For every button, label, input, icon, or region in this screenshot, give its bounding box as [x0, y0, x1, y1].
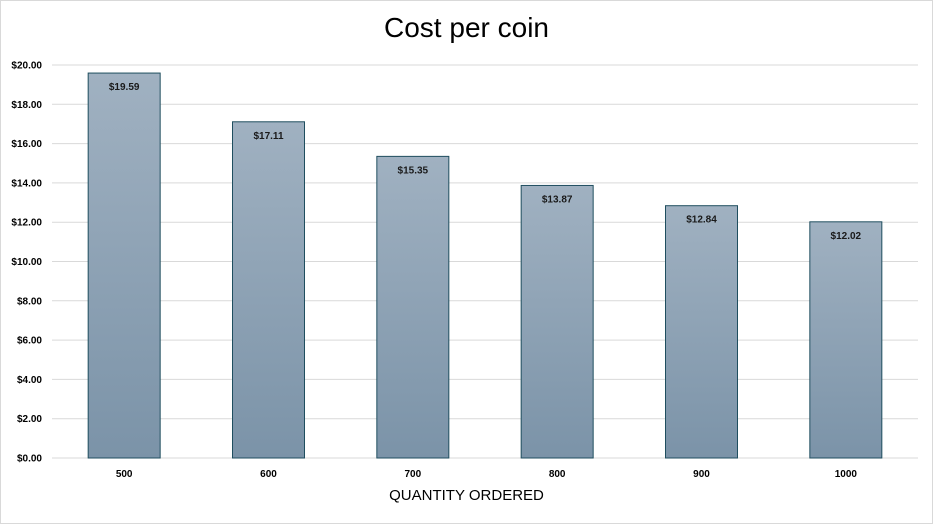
x-tick-label: 600: [260, 469, 277, 480]
data-label: $13.87: [542, 194, 573, 205]
y-tick-label: $14.00: [11, 178, 42, 189]
x-tick-label: 800: [549, 469, 566, 480]
x-tick-label: 1000: [835, 469, 858, 480]
data-label: $19.59: [109, 82, 140, 93]
y-tick-label: $6.00: [17, 336, 42, 347]
bar-600: [232, 121, 305, 459]
y-tick-label: $4.00: [17, 375, 42, 386]
bar-800: [520, 184, 594, 459]
bar-500: [87, 72, 161, 459]
bar-900: [665, 205, 738, 459]
data-label: $17.11: [253, 131, 283, 142]
x-tick-label: 900: [693, 469, 710, 480]
bar-700: [376, 155, 450, 459]
y-tick-label: $20.00: [11, 61, 42, 72]
y-tick-label: $8.00: [17, 296, 42, 307]
data-label: $15.35: [398, 165, 429, 176]
y-tick-label: $18.00: [11, 100, 42, 111]
x-tick-label: 700: [404, 469, 421, 480]
chart-title: Cost per coin: [384, 12, 549, 43]
y-tick-label: $16.00: [11, 139, 42, 150]
labels: $0.00 $2.00 $4.00 $6.00 $8.00 $10.00 $12.00 $14…: [11, 61, 861, 481]
gridlines: [52, 64, 918, 459]
data-label: $12.84: [686, 215, 717, 226]
data-label: $12.02: [831, 231, 862, 242]
y-tick-label: $2.00: [17, 414, 42, 425]
x-tick-label: 500: [116, 469, 133, 480]
bar-1000: [809, 221, 883, 459]
y-tick-label: $0.00: [17, 454, 42, 465]
bars: [87, 72, 883, 459]
x-axis-title: QUANTITY ORDERED: [389, 487, 544, 504]
y-tick-label: $10.00: [11, 257, 42, 268]
y-tick-label: $12.00: [11, 218, 42, 229]
